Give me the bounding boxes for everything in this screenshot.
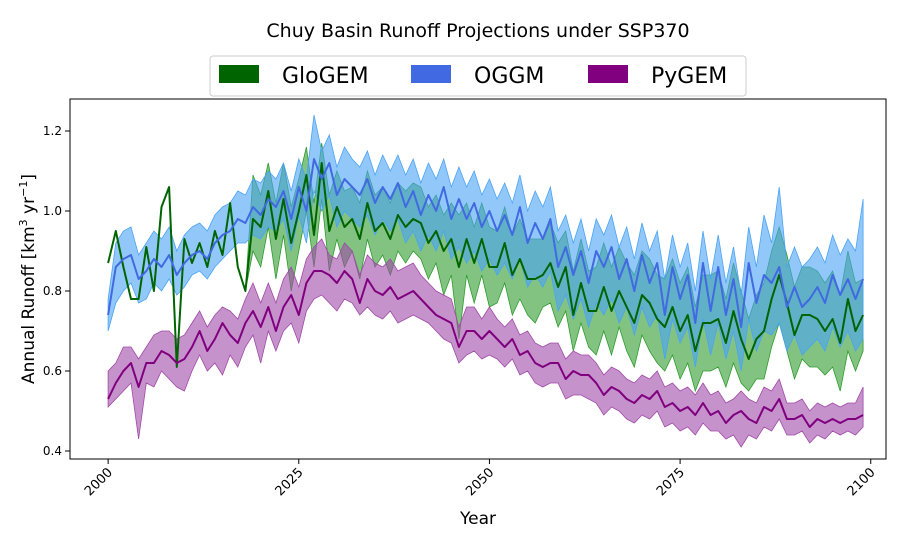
y-tick-label-1: 0.6: [43, 364, 62, 378]
chart-title: Chuy Basin Runoff Projections under SSP3…: [266, 20, 689, 42]
y-tick-label-0: 0.4: [43, 444, 62, 458]
line-glogem: [107, 162, 865, 368]
legend-swatch-oggm: [411, 65, 451, 83]
x-tick-label-2100: 2100: [845, 465, 879, 499]
axes-frame: [69, 98, 887, 460]
x-axis-label: Year: [459, 509, 496, 529]
legend-swatch-pygem: [588, 65, 628, 83]
y-axis-label: Annual Runoff [km3 yr−1]: [17, 174, 39, 384]
legend-label-oggm: OGGM: [474, 64, 544, 89]
line-pygem: [107, 270, 864, 428]
legend-label-pygem: PyGEM: [651, 64, 727, 89]
x-tick-label-2050: 2050: [463, 465, 497, 499]
legend: GloGEM OGGM PyGEM: [209, 55, 747, 97]
plot-area: [107, 114, 865, 448]
band-oggm: [107, 114, 864, 372]
mean-lines: [107, 158, 865, 428]
x-tick-label-2025: 2025: [273, 465, 307, 499]
line-oggm: [107, 158, 865, 328]
x-tick-label-2000: 2000: [82, 465, 116, 499]
y-tick-label-4: 1.2: [43, 124, 62, 138]
y-axis-ticks: 0.4 0.6 0.8 1.0 1.2: [43, 124, 70, 458]
x-tick-label-2075: 2075: [654, 465, 688, 499]
legend-label-glogem: GloGEM: [282, 64, 369, 89]
y-tick-label-2: 0.8: [43, 284, 62, 298]
uncertainty-bands: [107, 114, 864, 448]
y-tick-label-3: 1.0: [43, 204, 62, 218]
x-axis-ticks: 2000 2025 2050 2075 2100: [82, 459, 879, 499]
legend-swatch-glogem: [219, 65, 259, 83]
band-pygem: [107, 238, 864, 448]
